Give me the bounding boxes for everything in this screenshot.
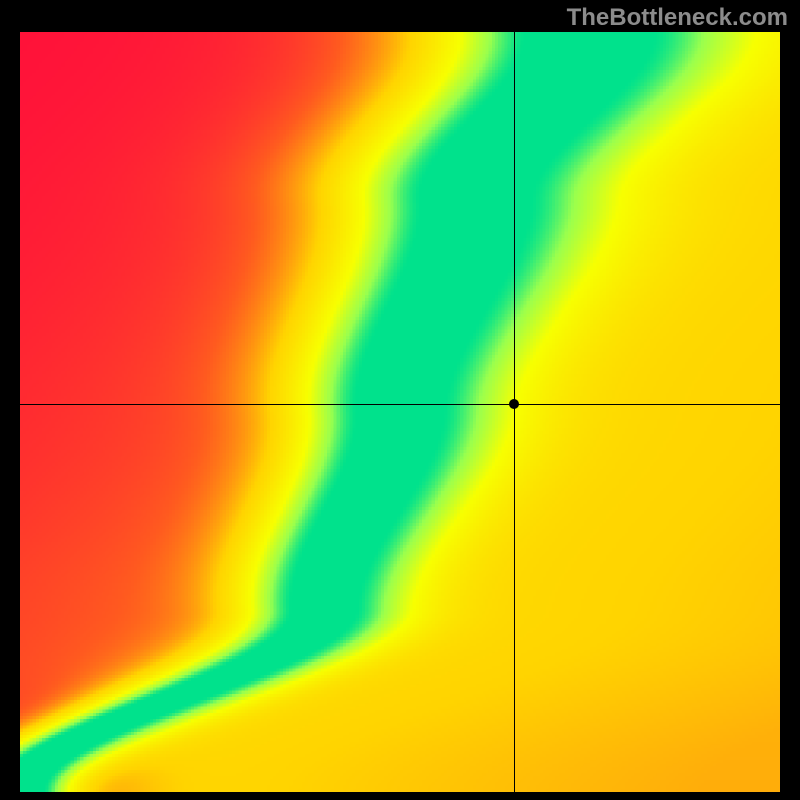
crosshair-horizontal — [20, 404, 780, 405]
watermark-text: TheBottleneck.com — [567, 4, 788, 32]
chart-container: TheBottleneck.com — [0, 0, 800, 800]
crosshair-vertical — [514, 32, 515, 792]
heatmap-canvas — [20, 32, 780, 792]
